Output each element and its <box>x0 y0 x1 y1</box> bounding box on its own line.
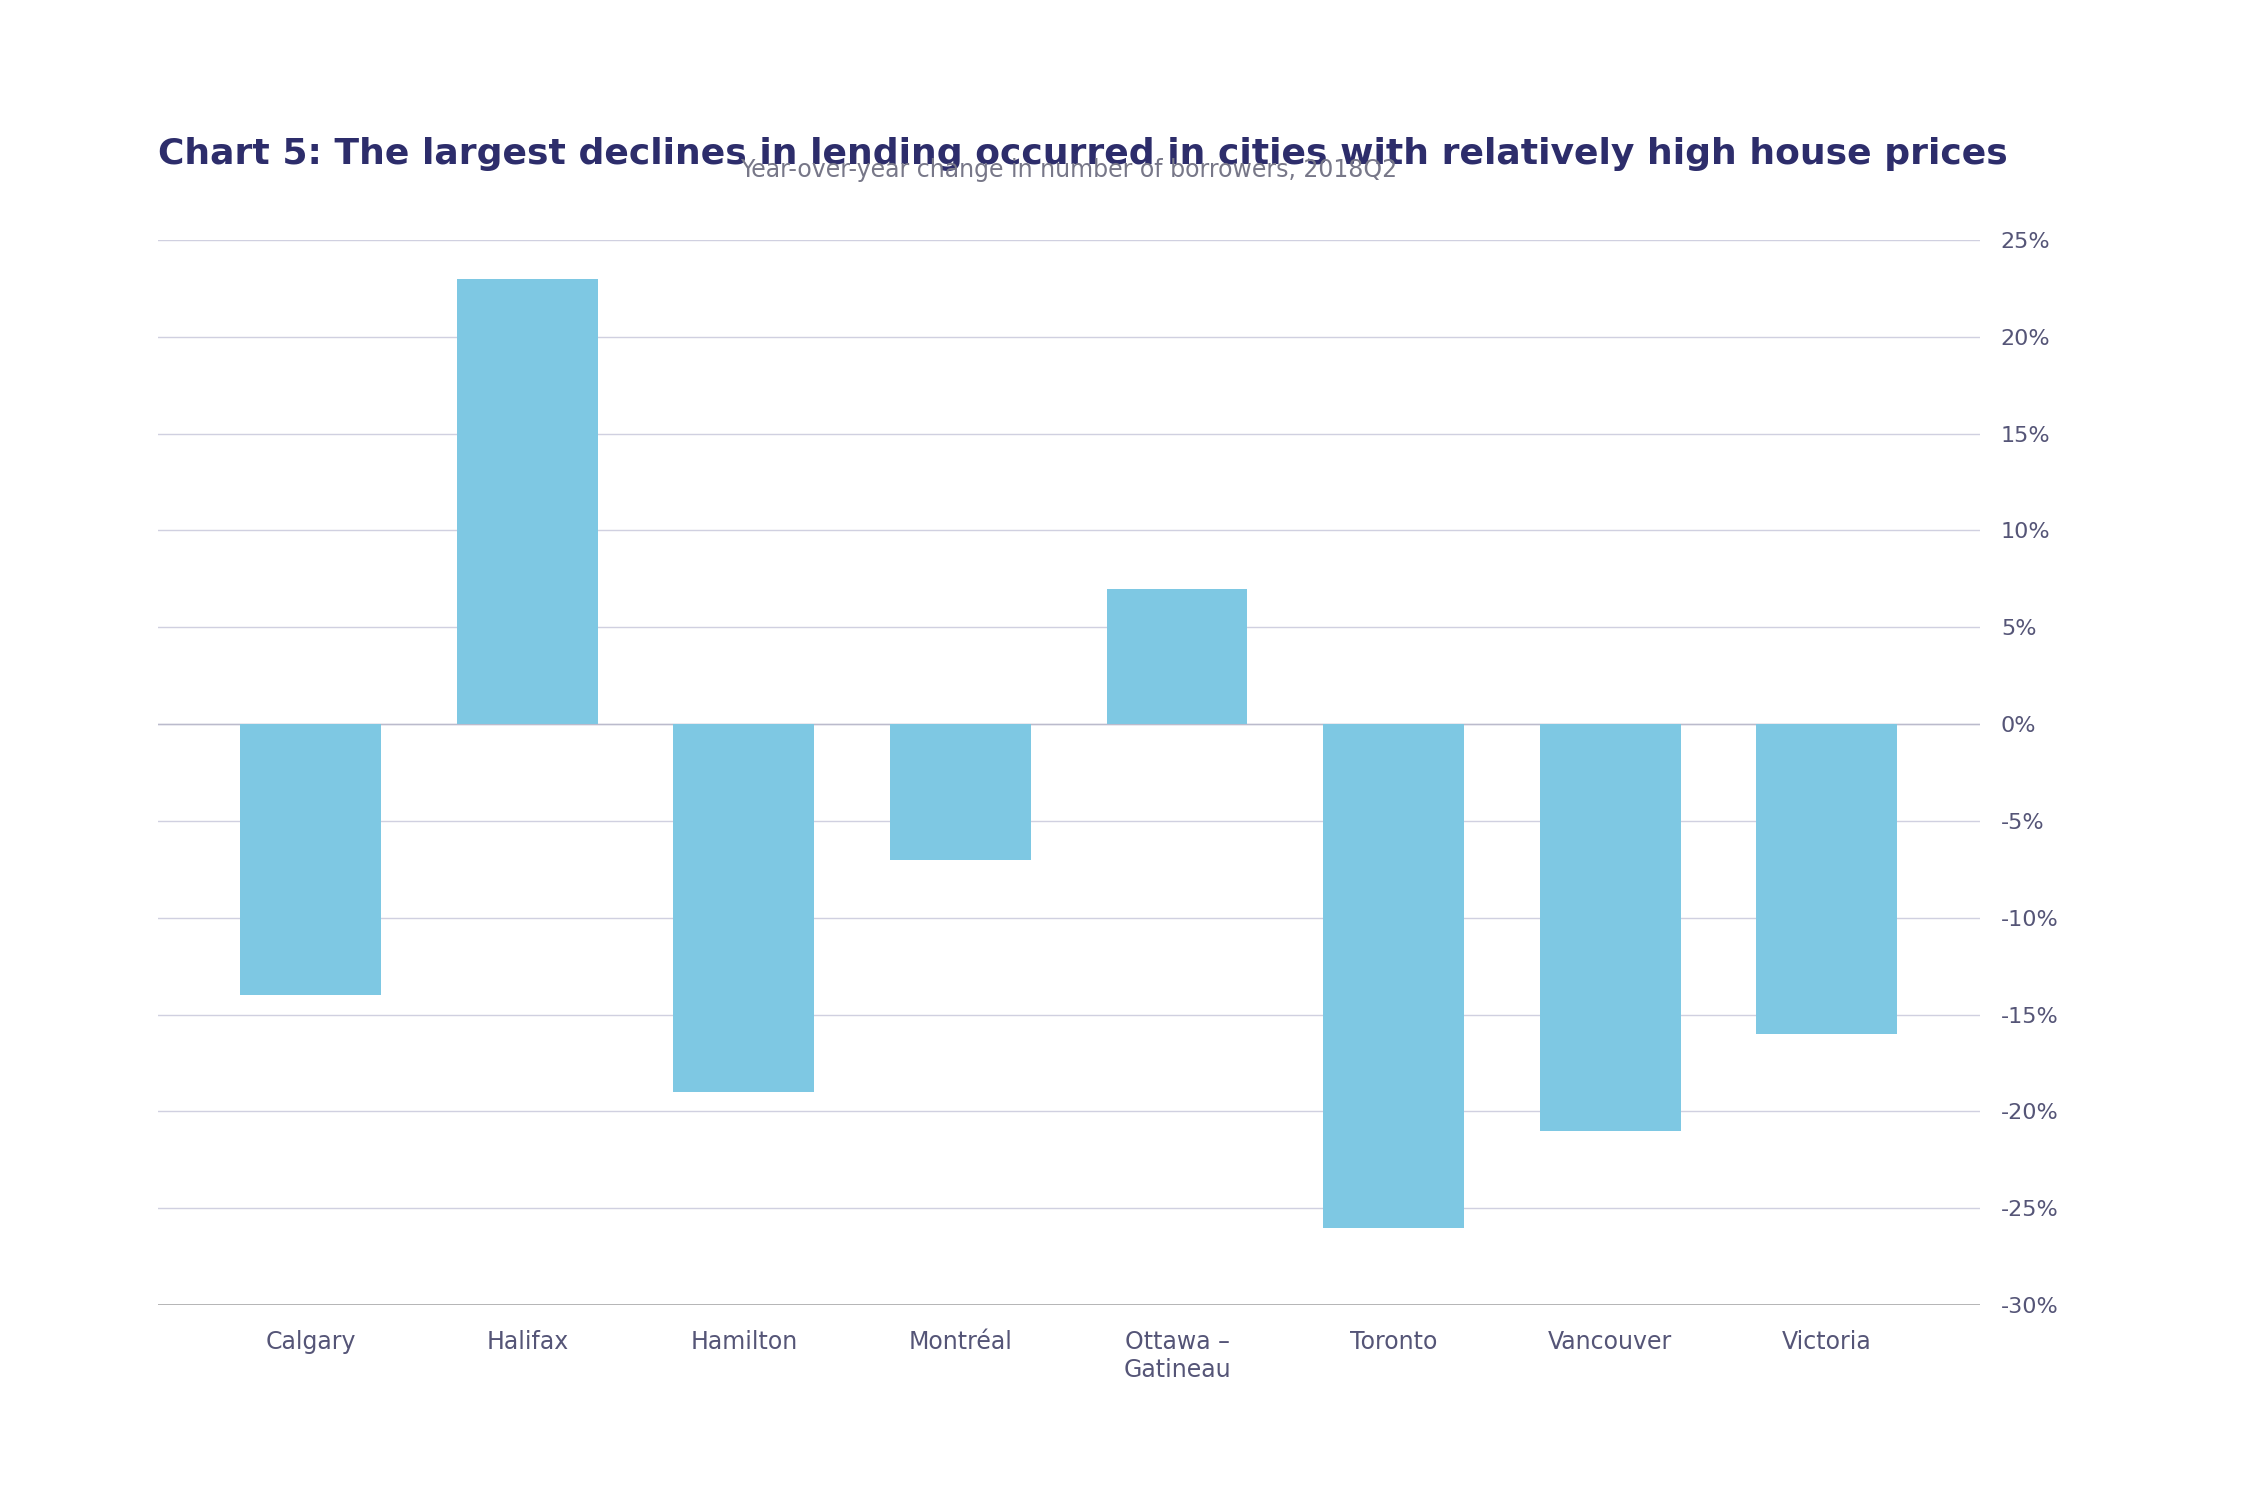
Bar <box>1323 724 1465 1227</box>
Bar <box>891 724 1030 860</box>
Text: Chart 5: The largest declines in lending occurred in cities with relatively high: Chart 5: The largest declines in lending… <box>158 136 2007 171</box>
Bar <box>1757 724 1897 1034</box>
Bar <box>1539 724 1681 1131</box>
Bar <box>673 724 814 1092</box>
Bar <box>241 724 380 994</box>
Bar <box>1107 588 1246 724</box>
Text: Year-over-year change in number of borrowers, 2018Q2: Year-over-year change in number of borro… <box>740 158 1397 182</box>
Bar <box>457 279 598 724</box>
